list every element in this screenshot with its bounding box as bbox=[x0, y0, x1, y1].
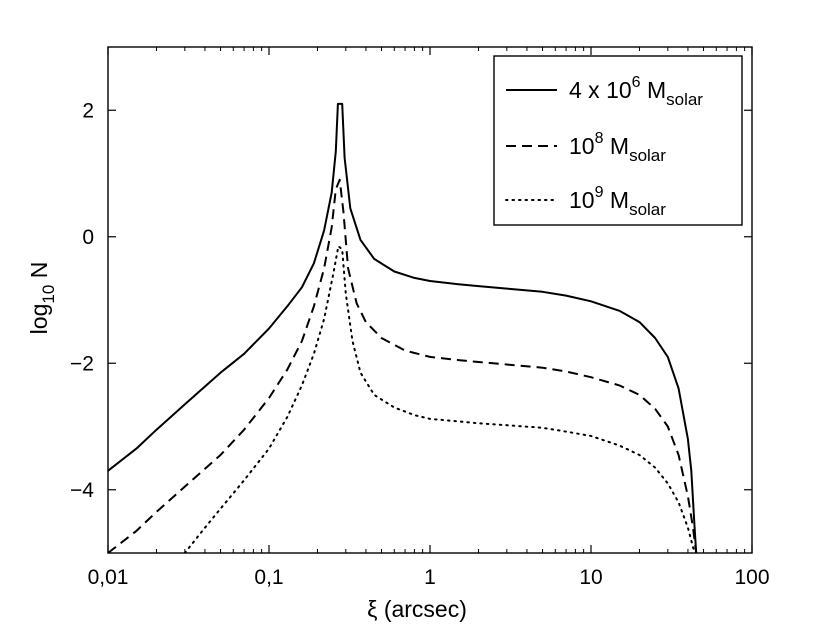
ticks-layer: 0,01 0,1 1 10 100 2 0 −2 −4 bbox=[70, 47, 770, 589]
x-tick-label: 10 bbox=[579, 566, 602, 589]
y-tick-label: 0 bbox=[82, 226, 94, 249]
y-axis-label-base: log bbox=[26, 304, 52, 335]
legend-box bbox=[493, 55, 743, 226]
y-tick-label: −2 bbox=[70, 352, 94, 375]
legend-entry-10-8: 108 Msolar bbox=[569, 130, 666, 165]
x-tick-label: 0,1 bbox=[254, 566, 283, 589]
x-axis-label: ξ (arcsec) bbox=[367, 596, 467, 622]
x-tick-label: 100 bbox=[734, 566, 769, 589]
series-line-2-dashed bbox=[108, 178, 698, 553]
legend-entry-10-9: 109 Msolar bbox=[569, 184, 666, 219]
legend: 4 x 106 Msolar 108 Msolar 109 Msolar bbox=[493, 55, 743, 226]
y-axis-label-subscript: 10 bbox=[39, 285, 58, 304]
x-tick-label: 1 bbox=[424, 566, 436, 589]
series-line-1-solid bbox=[108, 102, 698, 553]
y-axis-label-rest: N bbox=[26, 262, 52, 285]
y-axis-label: log10 N bbox=[26, 262, 58, 335]
legend-entry-4x10-6: 4 x 106 Msolar bbox=[569, 74, 703, 109]
x-tick-label: 0,01 bbox=[88, 566, 129, 589]
series-layer bbox=[108, 102, 698, 553]
y-tick-label: 2 bbox=[82, 99, 94, 122]
y-tick-label: −4 bbox=[70, 479, 94, 502]
series-line-3-dotted bbox=[183, 245, 696, 553]
